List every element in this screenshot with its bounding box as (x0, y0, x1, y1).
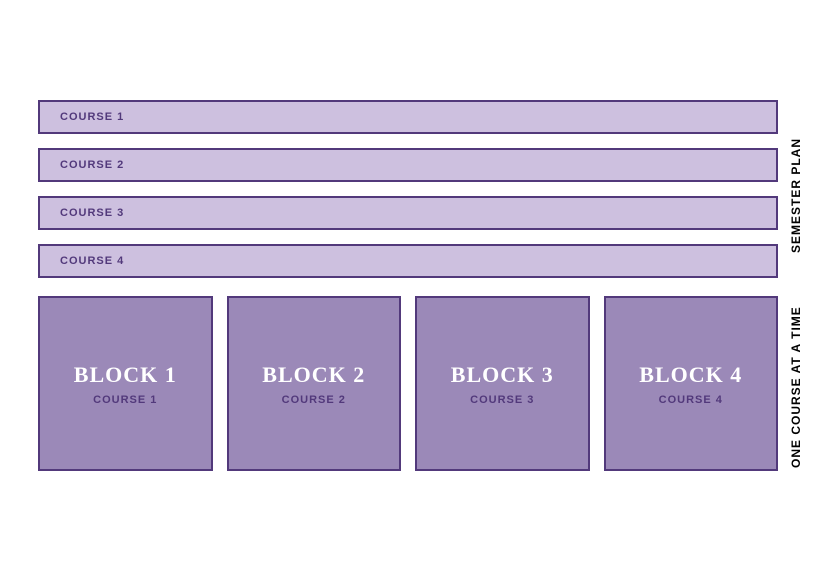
diagram-container: COURSE 1 COURSE 2 COURSE 3 COURSE 4 BLOC… (38, 100, 778, 471)
course-bar-label: COURSE 3 (60, 207, 124, 219)
course-bar-label: COURSE 2 (60, 159, 124, 171)
block-title: BLOCK 4 (639, 362, 742, 388)
blocks-section: BLOCK 1 COURSE 1 BLOCK 2 COURSE 2 BLOCK … (38, 296, 778, 471)
block: BLOCK 4 COURSE 4 (604, 296, 779, 471)
semester-plan-section: COURSE 1 COURSE 2 COURSE 3 COURSE 4 (38, 100, 778, 278)
block: BLOCK 2 COURSE 2 (227, 296, 402, 471)
course-bar-label: COURSE 1 (60, 111, 124, 123)
course-bar: COURSE 2 (38, 148, 778, 182)
course-bar: COURSE 1 (38, 100, 778, 134)
block-sub: COURSE 4 (659, 394, 723, 406)
block: BLOCK 3 COURSE 3 (415, 296, 590, 471)
block-sub: COURSE 2 (282, 394, 346, 406)
block-title: BLOCK 1 (74, 362, 177, 388)
block-sub: COURSE 1 (93, 394, 157, 406)
course-bar-label: COURSE 4 (60, 255, 124, 267)
side-label-semester: SEMESTER PLAN (789, 120, 803, 270)
side-label-block: ONE COURSE AT A TIME (789, 300, 803, 475)
block: BLOCK 1 COURSE 1 (38, 296, 213, 471)
block-title: BLOCK 2 (262, 362, 365, 388)
block-title: BLOCK 3 (451, 362, 554, 388)
block-sub: COURSE 3 (470, 394, 534, 406)
course-bar: COURSE 4 (38, 244, 778, 278)
course-bar: COURSE 3 (38, 196, 778, 230)
